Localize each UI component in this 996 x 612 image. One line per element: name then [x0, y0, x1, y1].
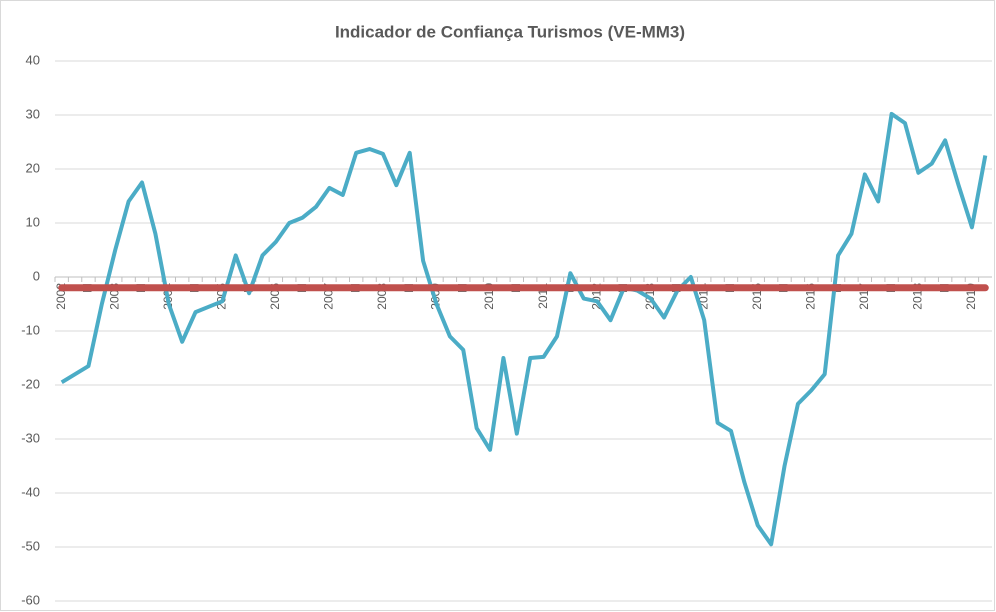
y-tick-label: 40 — [26, 52, 40, 67]
y-tick-label: -60 — [21, 592, 40, 607]
y-tick-label: -20 — [21, 376, 40, 391]
y-tick-label: -30 — [21, 430, 40, 445]
y-tick-label: -10 — [21, 322, 40, 337]
y-tick-label: 30 — [26, 106, 40, 121]
chart-title: Indicador de Confiança Turismos (VE-MM3) — [335, 22, 685, 41]
y-tick-label: -50 — [21, 538, 40, 553]
y-tick-label: -40 — [21, 484, 40, 499]
y-tick-label: 10 — [26, 214, 40, 229]
line-series — [60, 111, 988, 547]
y-tick-label: 0 — [33, 268, 40, 283]
y-tick-label: 20 — [26, 160, 40, 175]
